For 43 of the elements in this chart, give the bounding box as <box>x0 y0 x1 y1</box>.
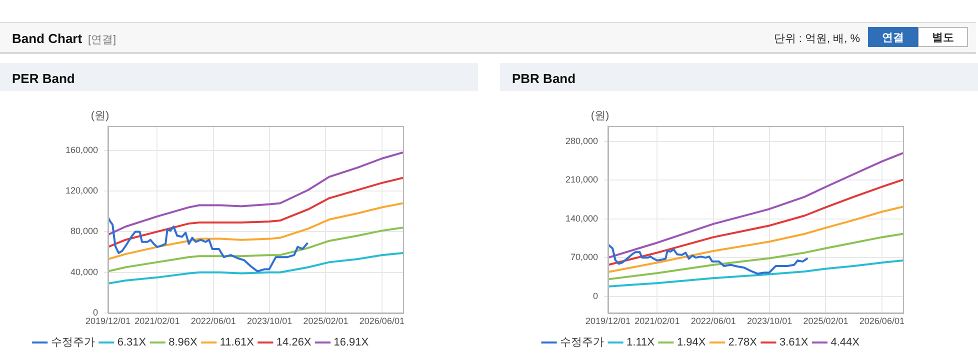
text: Band Chart <box>12 31 82 46</box>
legend-label: 1.11X <box>626 336 656 349</box>
legend-label: 4.44X <box>830 336 860 349</box>
y-tick-label: 80,000 <box>70 226 98 236</box>
y-axis-title: (원) <box>590 110 610 122</box>
legend-label: 16.91X <box>334 336 370 349</box>
x-tick-label: 2023/10/01 <box>247 316 292 326</box>
y-tick-label: 0 <box>592 290 598 301</box>
y-tick-label: 140,000 <box>565 213 598 224</box>
chart-title: PER Band <box>0 63 478 91</box>
text: 별도 <box>918 27 968 47</box>
text: 연결 <box>868 27 918 47</box>
legend-label: 수정주가 <box>560 336 604 349</box>
legend-label: 1.94X <box>676 336 706 349</box>
text: 단위 : 억원, 배, % <box>774 32 860 46</box>
legend-label: 3.61X <box>779 336 809 349</box>
x-tick-label: 2021/02/01 <box>134 316 180 326</box>
y-tick-label: 210,000 <box>565 174 598 185</box>
y-axis-title: (원) <box>90 110 110 122</box>
legend-label: 수정주가 <box>50 336 95 349</box>
y-tick-label: 40,000 <box>70 266 98 277</box>
y-tick-label: 160,000 <box>65 144 98 155</box>
x-tick-label: 2023/10/01 <box>747 316 792 326</box>
x-tick-label: 2025/02/01 <box>303 316 348 326</box>
x-tick-label: 2022/06/01 <box>690 316 736 326</box>
legend-label: 14.26X <box>276 336 312 349</box>
chart-title: PBR Band <box>500 63 978 91</box>
legend-label: 11.61X <box>220 336 255 349</box>
legend-label: 2.78X <box>728 336 758 349</box>
x-tick-label: 2021/02/01 <box>634 316 680 326</box>
x-tick-label: 2026/06/01 <box>359 316 404 326</box>
text: [연결] <box>88 33 116 47</box>
legend-label: 8.96X <box>168 336 198 349</box>
y-tick-label: 280,000 <box>565 136 598 146</box>
y-tick-label: 120,000 <box>65 186 98 196</box>
legend-label: 6.31X <box>117 336 147 349</box>
y-tick-label: 0 <box>92 307 98 318</box>
x-tick-label: 2026/06/01 <box>859 316 904 326</box>
x-tick-label: 2019/12/01 <box>585 316 631 326</box>
x-tick-label: 2019/12/01 <box>85 316 131 326</box>
y-tick-label: 70,000 <box>570 252 598 262</box>
x-tick-label: 2025/02/01 <box>803 316 848 326</box>
x-tick-label: 2022/06/01 <box>190 316 236 326</box>
